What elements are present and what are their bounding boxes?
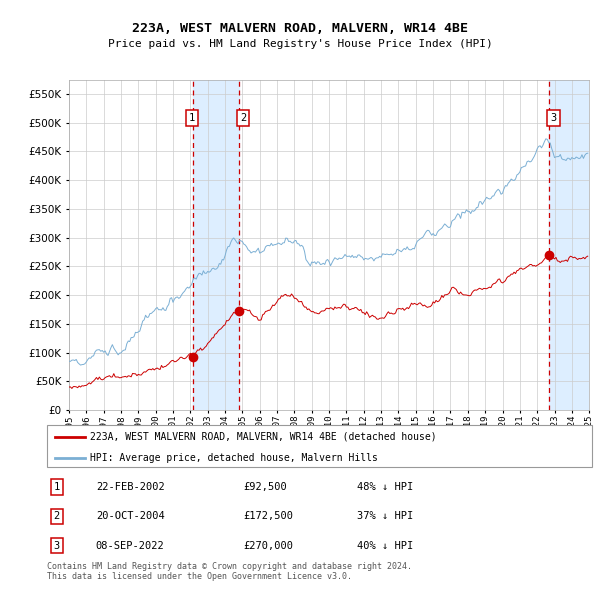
Text: 3: 3: [550, 113, 557, 123]
Text: 48% ↓ HPI: 48% ↓ HPI: [358, 483, 413, 493]
Text: £172,500: £172,500: [243, 512, 293, 522]
Text: 3: 3: [53, 540, 60, 550]
Text: 2: 2: [53, 512, 60, 522]
Text: 1: 1: [189, 113, 195, 123]
Text: 20-OCT-2004: 20-OCT-2004: [96, 512, 164, 522]
Text: 22-FEB-2002: 22-FEB-2002: [96, 483, 164, 493]
Text: Contains HM Land Registry data © Crown copyright and database right 2024.
This d: Contains HM Land Registry data © Crown c…: [47, 562, 412, 581]
Text: £270,000: £270,000: [243, 540, 293, 550]
Text: 223A, WEST MALVERN ROAD, MALVERN, WR14 4BE (detached house): 223A, WEST MALVERN ROAD, MALVERN, WR14 4…: [91, 432, 437, 442]
Bar: [549, 80, 598, 410]
Bar: [193, 80, 239, 410]
Text: 37% ↓ HPI: 37% ↓ HPI: [358, 512, 413, 522]
Text: £92,500: £92,500: [243, 483, 287, 493]
Text: 1: 1: [53, 483, 60, 493]
Text: Price paid vs. HM Land Registry's House Price Index (HPI): Price paid vs. HM Land Registry's House …: [107, 39, 493, 49]
Text: 40% ↓ HPI: 40% ↓ HPI: [358, 540, 413, 550]
Text: 08-SEP-2022: 08-SEP-2022: [96, 540, 164, 550]
FancyBboxPatch shape: [47, 425, 592, 467]
Text: 223A, WEST MALVERN ROAD, MALVERN, WR14 4BE: 223A, WEST MALVERN ROAD, MALVERN, WR14 4…: [132, 22, 468, 35]
Text: HPI: Average price, detached house, Malvern Hills: HPI: Average price, detached house, Malv…: [91, 453, 378, 463]
Text: 2: 2: [240, 113, 247, 123]
